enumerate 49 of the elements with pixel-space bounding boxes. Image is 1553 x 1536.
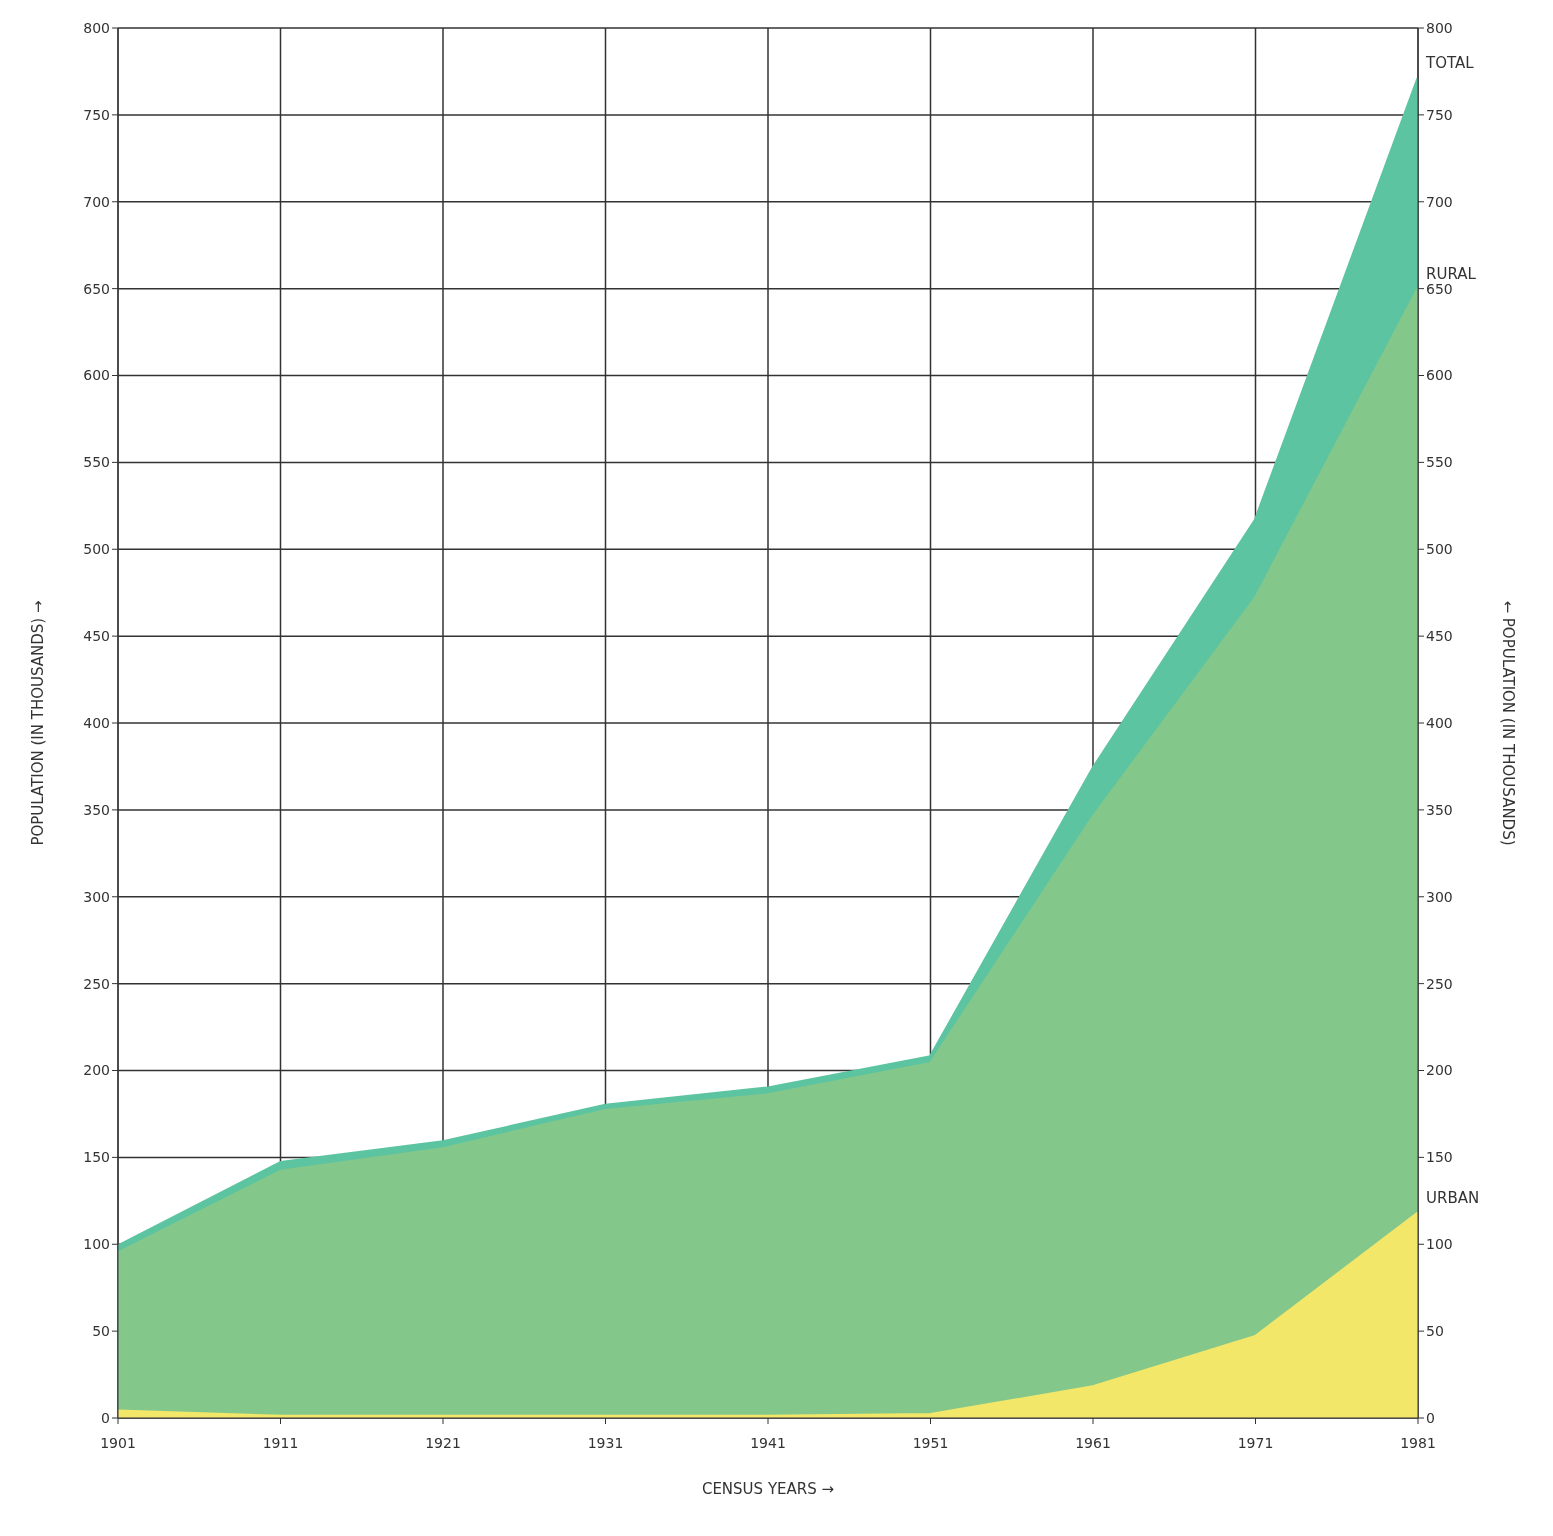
y-tick-label: 250: [83, 975, 110, 992]
y2-tick-label: 100: [1426, 1236, 1453, 1253]
y-tick-label: 100: [83, 1236, 110, 1253]
y2-tick-label: 0: [1426, 1409, 1435, 1426]
x-tick-label: 1971: [1237, 1434, 1274, 1451]
y-tick-label: 500: [83, 541, 110, 558]
series-label: RURAL: [1426, 264, 1477, 283]
y-tick-label: 600: [83, 367, 110, 384]
y-tick-label: 550: [83, 454, 110, 471]
y2-tick-label: 800: [1426, 19, 1453, 36]
y2-tick-label: 650: [1426, 280, 1453, 297]
series-label: TOTAL: [1425, 54, 1475, 73]
y-tick-label: 750: [83, 106, 110, 123]
x-tick-label: 1961: [1075, 1434, 1111, 1451]
x-axis-title: CENSUS YEARS →: [701, 1480, 835, 1498]
y-tick-label: 150: [83, 1149, 110, 1166]
y-tick-label: 450: [83, 628, 110, 645]
y2-tick-label: 250: [1426, 975, 1453, 992]
y2-tick-label: 500: [1426, 541, 1453, 558]
y-axis-title: POPULATION (IN THOUSANDS) →: [29, 600, 48, 846]
y2-tick-label: 300: [1426, 888, 1453, 905]
y-tick-label: 200: [83, 1062, 110, 1079]
y-tick-label: 0: [101, 1409, 110, 1426]
x-tick-label: 1921: [425, 1434, 461, 1451]
y-tick-label: 650: [83, 280, 110, 297]
y-tick-label: 300: [83, 888, 110, 905]
y2-tick-label: 350: [1426, 801, 1453, 818]
x-tick-label: 1911: [262, 1434, 299, 1451]
x-tick-label: 1981: [1400, 1434, 1436, 1451]
x-tick-label: 1901: [100, 1434, 136, 1451]
x-tick-label: 1941: [750, 1434, 786, 1451]
y2-tick-label: 750: [1426, 106, 1453, 123]
y2-tick-label: 600: [1426, 367, 1453, 384]
y-tick-label: 50: [92, 1323, 110, 1340]
y2-tick-label: 50: [1426, 1323, 1444, 1340]
y2-tick-label: 400: [1426, 714, 1453, 731]
series-label: URBAN: [1426, 1188, 1480, 1207]
y2-tick-label: 550: [1426, 454, 1453, 471]
y-tick-label: 800: [83, 19, 110, 36]
y-tick-label: 350: [83, 801, 110, 818]
y2-tick-label: 450: [1426, 628, 1453, 645]
x-tick-label: 1931: [587, 1434, 624, 1451]
y2-tick-label: 700: [1426, 193, 1453, 210]
y-tick-label: 700: [83, 193, 110, 210]
y2-axis-title: ← POPULATION (IN THOUSANDS): [1498, 600, 1517, 846]
y2-tick-label: 150: [1426, 1149, 1453, 1166]
x-tick-label: 1951: [912, 1434, 949, 1451]
y-tick-label: 400: [83, 714, 110, 731]
y2-tick-label: 200: [1426, 1062, 1453, 1079]
